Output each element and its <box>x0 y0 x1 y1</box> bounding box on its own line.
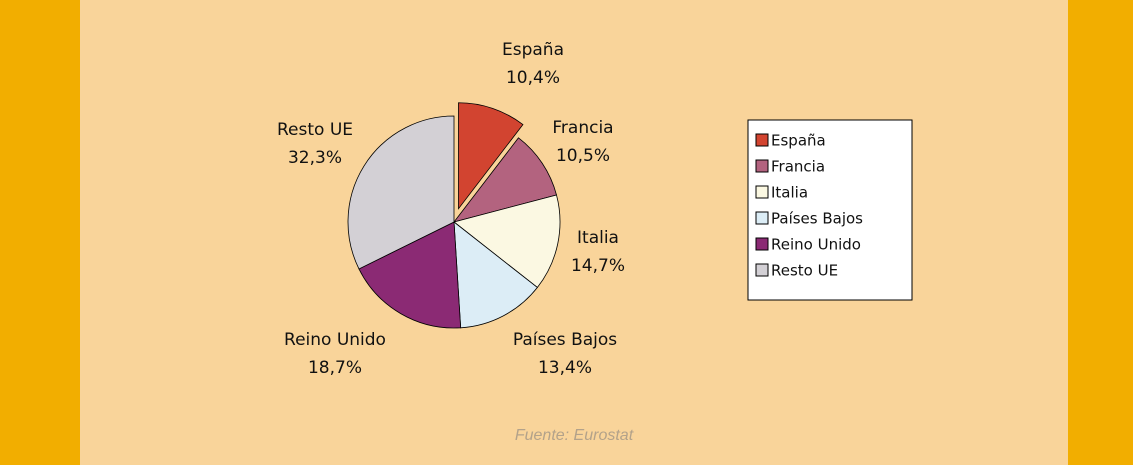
legend-label: Países Bajos <box>771 210 863 228</box>
slice-label-name: Países Bajos <box>513 330 617 350</box>
pie-slice <box>458 102 524 210</box>
pie-slice <box>453 194 561 289</box>
source: Fuente: Eurostat <box>515 427 634 444</box>
chart-background <box>80 0 1068 465</box>
pie-slice <box>358 221 462 329</box>
slice-label-value: 14,7% <box>571 256 625 276</box>
legend-swatch <box>755 159 769 173</box>
legend-swatch <box>755 133 769 147</box>
legend-box <box>747 119 913 301</box>
slice-label-name: Resto UE <box>277 120 353 140</box>
legend-swatch <box>755 263 769 277</box>
slice-label-value: 13,4% <box>538 358 592 378</box>
legend-label: Resto UE <box>771 262 838 280</box>
slice-label-value: 32,3% <box>288 148 342 168</box>
slice-label-value: 18,7% <box>308 358 362 378</box>
legend-swatch <box>755 211 769 225</box>
slice-label-value: 10,4% <box>506 68 560 88</box>
legend-label: Italia <box>771 184 808 202</box>
pie-slice <box>347 115 455 270</box>
legend-label: España <box>771 132 826 150</box>
slice-label-name: España <box>502 40 564 60</box>
legend-swatch <box>755 185 769 199</box>
slice-label-name: Reino Unido <box>284 330 386 350</box>
legend-label: Francia <box>771 158 825 176</box>
slice-label-name: Francia <box>552 118 613 138</box>
legend-swatch <box>755 237 769 251</box>
slice-label-value: 10,5% <box>556 146 610 166</box>
pie-slice <box>452 137 557 223</box>
pie-slice <box>453 221 538 329</box>
slice-label-name: Italia <box>577 228 619 248</box>
legend-label: Reino Unido <box>771 236 861 254</box>
